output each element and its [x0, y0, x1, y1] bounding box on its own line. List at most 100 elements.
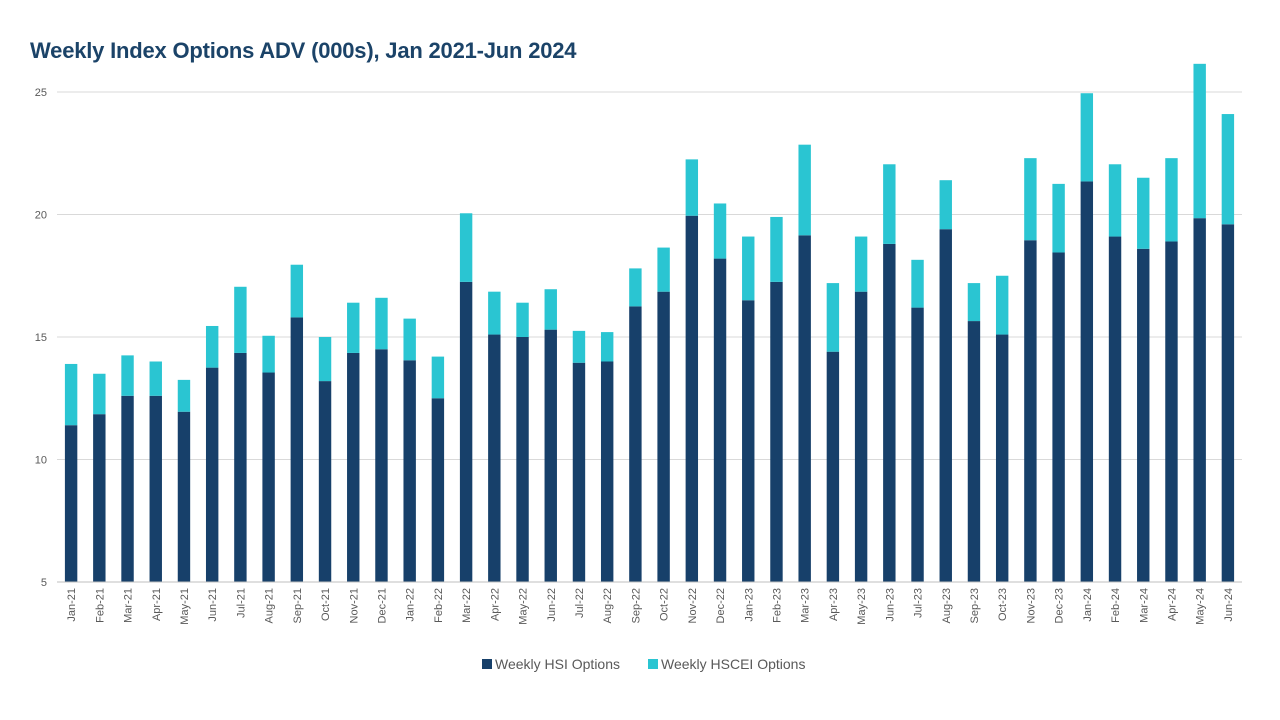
bar-hscei-segment [234, 287, 246, 353]
bar-hsi-segment [1193, 218, 1205, 582]
x-tick-label: Apr-24 [1166, 588, 1178, 621]
bar-hsi-segment [319, 381, 331, 582]
bar-hscei-segment [1024, 158, 1036, 240]
bar-hscei-segment [375, 298, 387, 349]
bar-hsi-segment [940, 229, 952, 582]
bar-hscei-segment [460, 213, 472, 282]
bar-hsi-segment [601, 362, 613, 583]
x-tick-label: Sep-23 [969, 588, 981, 623]
bar-hscei-segment [1137, 178, 1149, 249]
x-tick-label: Apr-23 [828, 588, 840, 621]
bar-hscei-segment [516, 303, 528, 337]
x-tick-label: Mar-23 [800, 588, 812, 623]
bar-hsi-segment [375, 349, 387, 582]
bar-hsi-segment [770, 282, 782, 582]
legend-label-hsi: Weekly HSI Options [495, 656, 620, 672]
bar-hscei-segment [262, 336, 274, 373]
bar-hscei-segment [742, 237, 754, 301]
bar-hsi-segment [1222, 224, 1234, 582]
bar-hsi-segment [178, 412, 190, 582]
x-tick-label: Jul-22 [574, 588, 586, 618]
bar-hsi-segment [968, 321, 980, 582]
bar-hsi-segment [883, 244, 895, 582]
bar-hsi-segment [516, 337, 528, 582]
bars [65, 64, 1234, 582]
bar-hsi-segment [1137, 249, 1149, 582]
bar-hscei-segment [601, 332, 613, 361]
bar-hscei-segment [1052, 184, 1064, 253]
x-tick-label: Mar-22 [461, 588, 473, 623]
x-tick-label: Dec-22 [715, 588, 727, 623]
bar-hscei-segment [855, 237, 867, 292]
legend-swatch-hscei [648, 659, 658, 669]
x-tick-label: May-22 [518, 588, 530, 625]
y-tick-label: 25 [35, 87, 47, 99]
bar-hscei-segment [206, 326, 218, 368]
bar-hsi-segment [798, 235, 810, 582]
bar-hscei-segment [657, 248, 669, 292]
bar-hsi-segment [855, 292, 867, 582]
x-tick-label: Apr-22 [489, 588, 501, 621]
x-tick-label: Oct-23 [997, 588, 1009, 621]
bar-hscei-segment [1165, 158, 1177, 241]
bar-hscei-segment [996, 276, 1008, 335]
x-tick-label: Oct-22 [659, 588, 671, 621]
bar-hsi-segment [347, 353, 359, 582]
legend-swatch-hsi [482, 659, 492, 669]
x-tick-label: Jul-23 [913, 588, 925, 618]
bar-hscei-segment [798, 145, 810, 236]
x-tick-label: Sep-21 [292, 588, 304, 623]
bar-hscei-segment [714, 203, 726, 258]
bar-hsi-segment [234, 353, 246, 582]
bar-hscei-segment [432, 357, 444, 399]
bar-hsi-segment [686, 216, 698, 582]
y-tick-label: 10 [35, 455, 47, 467]
x-tick-label: Aug-23 [941, 588, 953, 623]
bar-hscei-segment [121, 355, 133, 395]
bar-hsi-segment [1081, 181, 1093, 582]
bar-hsi-segment [545, 330, 557, 582]
bar-hsi-segment [262, 373, 274, 582]
bar-hscei-segment [1193, 64, 1205, 218]
x-tick-label: Mar-24 [1138, 588, 1150, 623]
x-tick-label: Jun-22 [546, 588, 558, 622]
bar-hsi-segment [1109, 237, 1121, 582]
bar-hscei-segment [488, 292, 500, 335]
bar-hsi-segment [93, 414, 105, 582]
bar-hscei-segment [347, 303, 359, 353]
x-tick-label: Feb-21 [94, 588, 106, 623]
x-tick-label: Nov-22 [687, 588, 699, 623]
bar-hscei-segment [968, 283, 980, 321]
bar-hscei-segment [319, 337, 331, 381]
bar-hscei-segment [1222, 114, 1234, 224]
y-tick-label: 15 [35, 332, 47, 344]
bar-hscei-segment [629, 268, 641, 306]
x-tick-label: Jul-21 [235, 588, 247, 618]
bar-hscei-segment [770, 217, 782, 282]
bar-hsi-segment [573, 363, 585, 582]
x-tick-label: Oct-21 [320, 588, 332, 621]
x-axis-tick-labels: Jan-21 Feb-21 Mar-21 Apr-21 May-21 Jun-21 Jul-… [66, 588, 1235, 625]
legend-label-hscei: Weekly HSCEI Options [661, 656, 805, 672]
bar-hscei-segment [65, 364, 77, 425]
x-tick-label: Nov-23 [1025, 588, 1037, 623]
bar-hsi-segment [742, 300, 754, 582]
bar-hscei-segment [178, 380, 190, 412]
bar-hsi-segment [65, 425, 77, 582]
bar-hsi-segment [291, 317, 303, 582]
bar-hscei-segment [686, 159, 698, 215]
x-tick-label: Jan-21 [66, 588, 78, 622]
legend: Weekly HSI Options Weekly HSCEI Options [482, 656, 805, 672]
bar-hscei-segment [1081, 93, 1093, 181]
x-tick-label: Jan-24 [1082, 588, 1094, 622]
bar-hscei-segment [150, 362, 162, 396]
x-tick-label: May-23 [856, 588, 868, 625]
bar-hsi-segment [827, 352, 839, 582]
x-tick-label: Aug-22 [602, 588, 614, 623]
x-tick-label: Jun-21 [207, 588, 219, 622]
bar-hscei-segment [883, 164, 895, 244]
bar-hsi-segment [432, 398, 444, 582]
y-axis-tick-labels: 5 10 15 20 25 [35, 87, 47, 589]
x-tick-label: Sep-22 [630, 588, 642, 623]
bar-hscei-segment [93, 374, 105, 414]
